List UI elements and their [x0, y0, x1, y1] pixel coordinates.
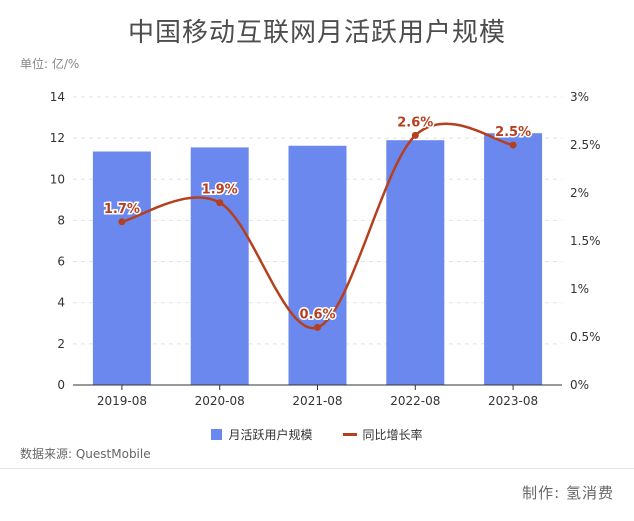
y-left-tick-label: 4	[57, 296, 65, 310]
growth-point	[411, 131, 419, 139]
growth-data-label: 0.6%	[299, 307, 335, 322]
growth-data-label: 2.6%	[397, 115, 433, 130]
bar	[190, 147, 249, 385]
y-right-tick-label: 0%	[570, 378, 589, 392]
legend-bar-label: 月活跃用户规模	[228, 428, 313, 442]
y-left-tick-label: 12	[50, 131, 65, 145]
growth-point	[118, 218, 126, 226]
bar	[92, 151, 151, 385]
bar	[288, 145, 347, 385]
x-tick-label: 2020-08	[195, 394, 245, 408]
growth-data-label: 2.5%	[495, 125, 531, 140]
y-right-tick-label: 0.5%	[570, 330, 601, 344]
y-left-tick-label: 2	[57, 337, 65, 351]
data-source: 数据来源: QuestMobile	[20, 447, 151, 461]
y-left-tick-label: 6	[57, 255, 65, 269]
growth-line	[121, 122, 514, 330]
legend-line-swatch	[342, 433, 357, 436]
legend: 月活跃用户规模 同比增长率	[0, 426, 634, 443]
y-left-tick-label: 14	[50, 90, 65, 104]
growth-point	[314, 323, 321, 331]
legend-line-label: 同比增长率	[362, 428, 423, 442]
y-right-tick-label: 2%	[570, 186, 589, 200]
x-tick-label: 2023-08	[488, 394, 538, 408]
x-tick-label: 2019-08	[97, 394, 147, 408]
y-right-tick-label: 3%	[570, 90, 589, 104]
bar	[484, 133, 543, 385]
footer-divider	[0, 468, 634, 469]
y-left-tick-label: 8	[57, 213, 65, 227]
y-right-tick-label: 1.5%	[570, 234, 601, 248]
legend-item-line: 同比增长率	[342, 426, 423, 443]
y-right-tick-label: 2.5%	[570, 138, 601, 152]
chart-title: 中国移动互联网月活跃用户规模	[127, 18, 506, 48]
growth-point	[509, 141, 517, 149]
unit-label: 单位: 亿/%	[20, 57, 80, 71]
x-tick-label: 2021-08	[292, 394, 342, 408]
y-right-tick-label: 1%	[570, 282, 589, 296]
y-left-tick-label: 10	[50, 172, 65, 186]
bar	[386, 140, 445, 385]
y-left-tick-label: 0	[57, 378, 65, 392]
legend-item-bar: 月活跃用户规模	[211, 426, 313, 443]
credit: 制作: 氢消费	[522, 484, 614, 502]
legend-bar-swatch	[211, 429, 223, 440]
growth-point	[216, 199, 224, 207]
x-tick-label: 2022-08	[390, 394, 440, 408]
growth-data-label: 1.7%	[104, 202, 140, 217]
growth-data-label: 1.9%	[202, 183, 238, 198]
